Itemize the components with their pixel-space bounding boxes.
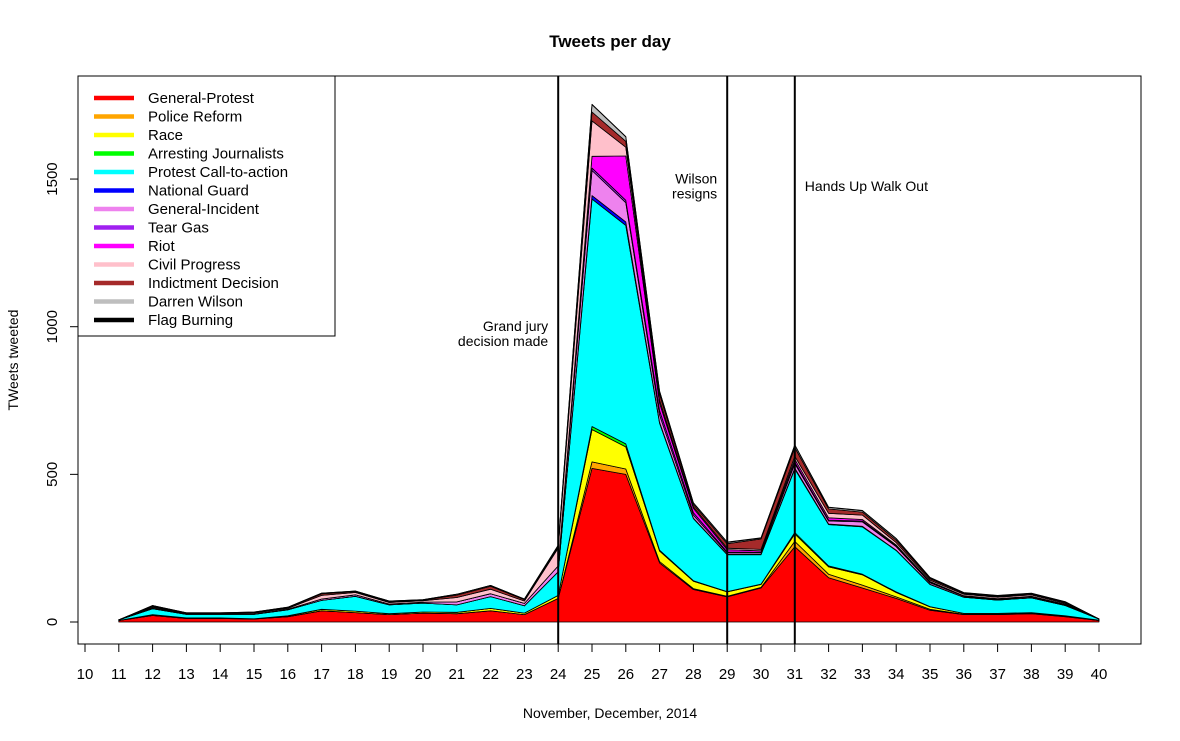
x-tick-label-39: 39	[1057, 666, 1074, 683]
y-tick-label-0: 0	[44, 618, 61, 626]
legend-label-indictment-decision: Indictment Decision	[148, 275, 279, 292]
series-areas	[118, 103, 1100, 623]
x-tick-label-36: 36	[955, 666, 972, 683]
x-tick-label-11: 11	[111, 666, 127, 683]
legend-label-darren-wilson: Darren Wilson	[148, 294, 243, 311]
legend-label-race: Race	[148, 127, 183, 144]
x-tick-label-29: 29	[719, 666, 736, 683]
annotation-0-line-1: decision made	[458, 333, 548, 349]
x-axis: 10 11 12 13 14 15 16 17 18 19 20 21 22 23 24 25 26 27 28 29…	[77, 643, 1108, 683]
legend-label-civil-progress: Civil Progress	[148, 257, 241, 274]
y-tick-label-1000: 1000	[44, 310, 61, 343]
y-tick-label-500: 500	[44, 462, 61, 487]
x-tick-label-19: 19	[381, 666, 398, 683]
chart-title: Tweets per day	[549, 32, 671, 51]
x-tick-label-33: 33	[854, 666, 871, 683]
x-tick-label-13: 13	[178, 666, 195, 683]
annotation-1-line-0: Wilson	[675, 171, 717, 187]
x-tick-label-20: 20	[415, 666, 432, 683]
x-tick-label-18: 18	[347, 666, 364, 683]
annotation-0-line-0: Grand jury	[483, 318, 548, 334]
y-axis: 0 500 1000 1500	[44, 162, 79, 626]
x-tick-label-40: 40	[1091, 666, 1108, 683]
x-tick-label-37: 37	[989, 666, 1006, 683]
x-tick-label-32: 32	[820, 666, 837, 683]
legend-label-general-incident: General-Incident	[148, 201, 260, 218]
x-tick-label-28: 28	[685, 666, 702, 683]
x-tick-label-31: 31	[786, 666, 803, 683]
x-tick-label-38: 38	[1023, 666, 1040, 683]
legend-label-arresting-journalists: Arresting Journalists	[148, 146, 284, 163]
legend-label-police-reform: Police Reform	[148, 109, 242, 126]
annotation-1-line-1: resigns	[672, 186, 717, 202]
x-tick-label-35: 35	[922, 666, 939, 683]
legend-label-general-protest: General-Protest	[148, 90, 255, 107]
y-axis-label: TWeets tweeted	[5, 310, 21, 411]
x-tick-label-10: 10	[77, 666, 94, 683]
x-tick-label-34: 34	[888, 666, 905, 683]
legend-label-protest-call-to-action: Protest Call-to-action	[148, 164, 288, 181]
x-tick-label-12: 12	[144, 666, 161, 683]
x-tick-label-25: 25	[584, 666, 601, 683]
x-tick-label-16: 16	[279, 666, 296, 683]
x-tick-label-26: 26	[617, 666, 634, 683]
x-tick-label-23: 23	[516, 666, 533, 683]
event-lines	[557, 76, 796, 644]
x-tick-label-17: 17	[313, 666, 330, 683]
area-flag-burning	[118, 103, 1100, 621]
legend-label-tear-gas: Tear Gas	[148, 220, 209, 237]
x-tick-label-27: 27	[651, 666, 668, 683]
x-tick-label-24: 24	[550, 666, 567, 683]
x-axis-label: November, December, 2014	[523, 705, 698, 721]
annotation-2-line-0: Hands Up Walk Out	[805, 178, 928, 194]
x-tick-label-22: 22	[482, 666, 499, 683]
x-tick-label-30: 30	[753, 666, 770, 683]
x-tick-label-14: 14	[212, 666, 229, 683]
x-tick-label-21: 21	[448, 666, 465, 683]
legend-box	[77, 75, 336, 337]
legend-label-national-guard: National Guard	[148, 183, 249, 200]
y-tick-label-1500: 1500	[44, 162, 61, 195]
legend-label-flag-burning: Flag Burning	[148, 312, 233, 329]
legend-label-riot: Riot	[148, 238, 176, 255]
x-tick-label-15: 15	[246, 666, 263, 683]
